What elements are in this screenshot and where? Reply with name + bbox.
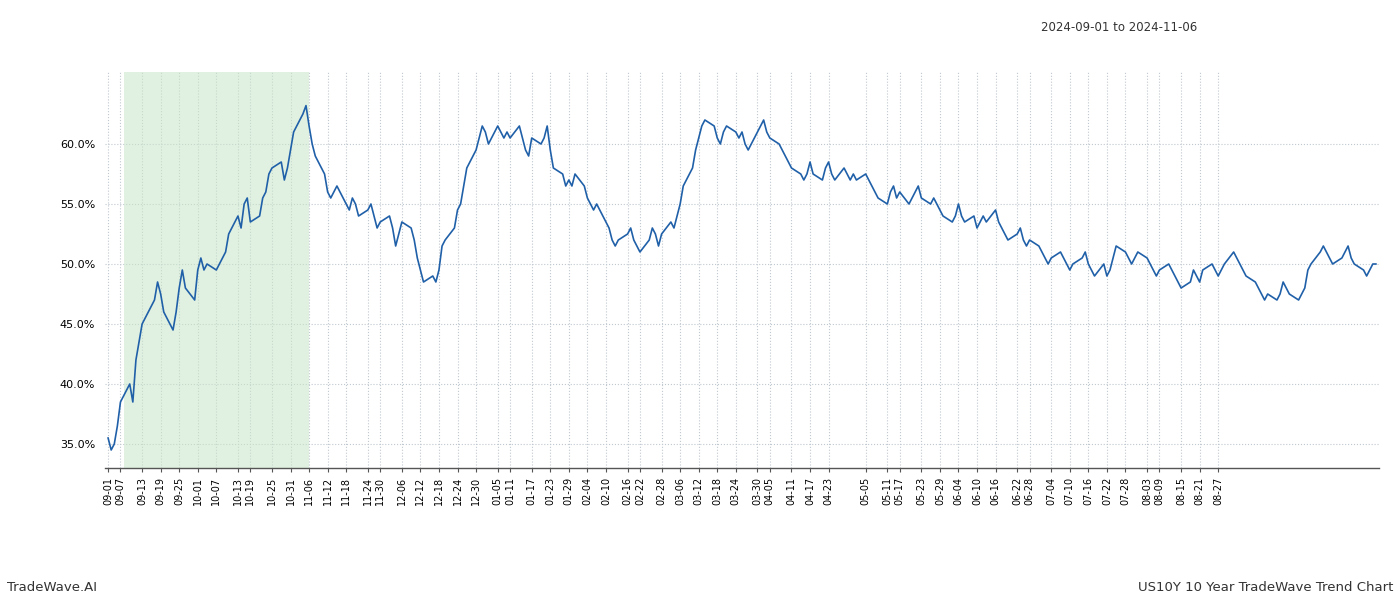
Text: 2024-09-01 to 2024-11-06: 2024-09-01 to 2024-11-06 xyxy=(1040,21,1197,34)
Bar xyxy=(123,72,309,468)
Text: US10Y 10 Year TradeWave Trend Chart: US10Y 10 Year TradeWave Trend Chart xyxy=(1138,581,1393,594)
Text: TradeWave.AI: TradeWave.AI xyxy=(7,581,97,594)
